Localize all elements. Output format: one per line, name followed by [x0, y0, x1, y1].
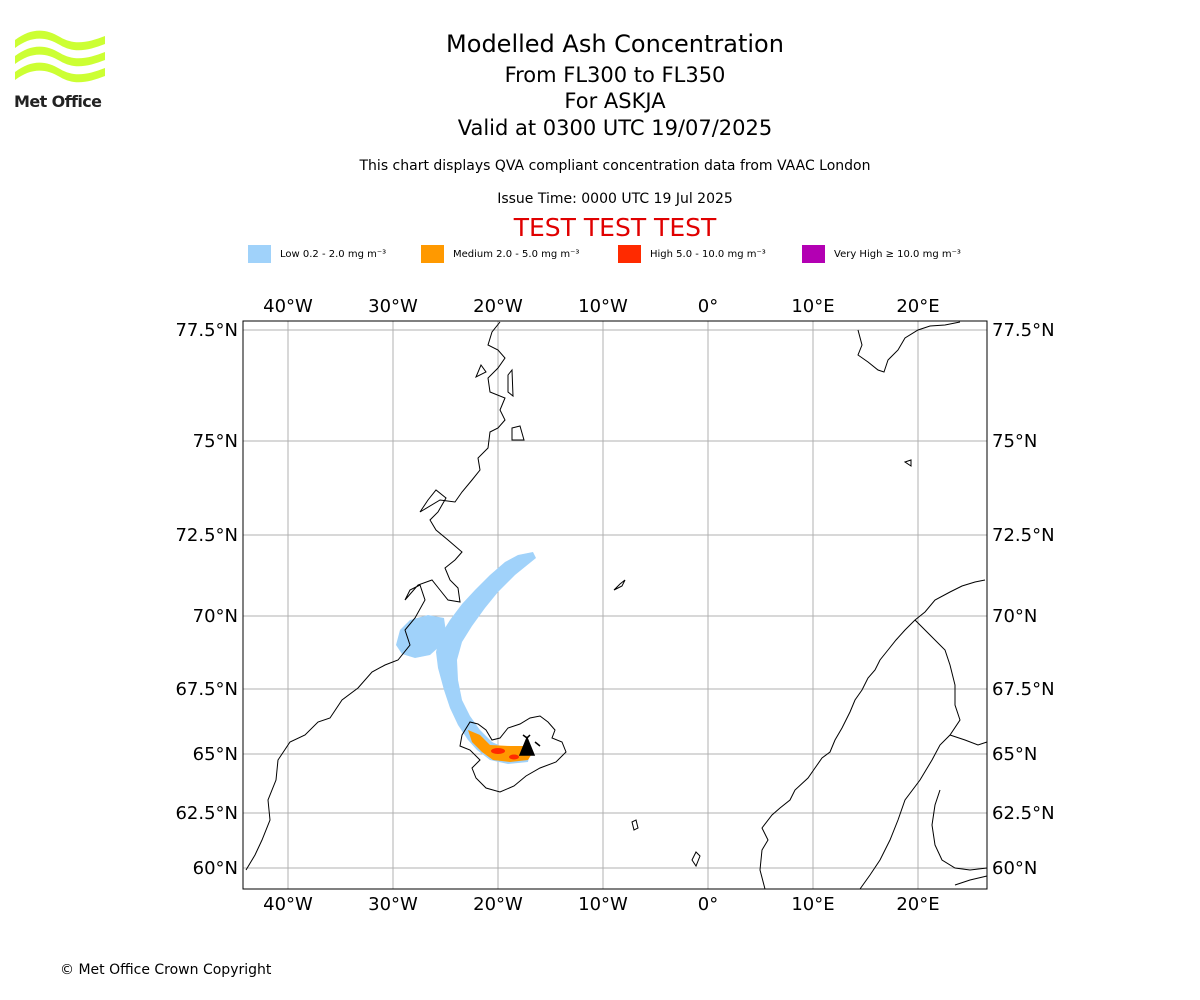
lat-label: 70°N — [193, 606, 238, 627]
qva-notice: This chart displays QVA compliant concen… — [359, 158, 871, 174]
lon-labels-top: 40°W 30°W 20°W 10°W 0° 10°E 20°E — [263, 296, 939, 317]
lon-label: 40°W — [263, 296, 313, 317]
legend-high-label: High 5.0 - 10.0 mg m⁻³ — [650, 248, 766, 260]
logo-wordmark: Met Office — [14, 92, 102, 111]
map-frame — [242, 320, 988, 890]
flight-level-range: From FL300 to FL350 — [504, 63, 726, 87]
issue-time: Issue Time: 0000 UTC 19 Jul 2025 — [497, 191, 733, 207]
lon-label: 20°E — [896, 296, 939, 317]
legend-high: High 5.0 - 10.0 mg m⁻³ — [618, 244, 766, 264]
legend-low-swatch — [248, 245, 271, 263]
lon-label: 20°E — [896, 894, 939, 915]
lat-label: 70°N — [992, 606, 1037, 627]
volcano-marker — [518, 734, 541, 756]
lat-label: 60°N — [992, 858, 1037, 879]
lon-label: 0° — [698, 296, 718, 317]
lat-label: 72.5°N — [992, 525, 1055, 546]
lon-label: 10°W — [578, 296, 628, 317]
lat-label: 65°N — [193, 744, 238, 765]
lat-label: 77.5°N — [175, 320, 238, 341]
iceland — [459, 715, 567, 793]
lon-label: 40°W — [263, 894, 313, 915]
legend-high-swatch — [618, 245, 641, 263]
lon-label: 20°W — [473, 296, 523, 317]
copyright-notice: © Met Office Crown Copyright — [60, 962, 272, 978]
lon-label: 10°E — [791, 894, 834, 915]
lat-label: 75°N — [992, 431, 1037, 452]
lat-labels-left: 77.5°N 75°N 72.5°N 70°N 67.5°N 65°N 62.5… — [175, 320, 238, 879]
lat-label: 75°N — [193, 431, 238, 452]
graticule — [243, 321, 987, 889]
lat-labels-right: 77.5°N 75°N 72.5°N 70°N 67.5°N 65°N 62.5… — [992, 320, 1055, 879]
lat-label: 67.5°N — [175, 679, 238, 700]
legend-very-high-label: Very High ≥ 10.0 mg m⁻³ — [834, 248, 961, 260]
met-office-logo — [15, 30, 105, 83]
lat-label: 62.5°N — [992, 803, 1055, 824]
lat-label: 65°N — [992, 744, 1037, 765]
coastlines — [245, 321, 988, 890]
legend-medium-swatch — [421, 245, 444, 263]
volcano-name: For ASKJA — [564, 89, 666, 113]
legend-medium-label: Medium 2.0 - 5.0 mg m⁻³ — [453, 248, 580, 260]
lat-label: 77.5°N — [992, 320, 1055, 341]
lat-label: 72.5°N — [175, 525, 238, 546]
chart-title: Modelled Ash Concentration — [446, 30, 784, 58]
lat-label: 62.5°N — [175, 803, 238, 824]
lon-label: 10°W — [578, 894, 628, 915]
valid-time: Valid at 0300 UTC 19/07/2025 — [457, 116, 773, 140]
lon-label: 20°W — [473, 894, 523, 915]
lon-label: 30°W — [368, 296, 418, 317]
lon-label: 10°E — [791, 296, 834, 317]
lat-label: 60°N — [193, 858, 238, 879]
legend-very-high: Very High ≥ 10.0 mg m⁻³ — [802, 244, 961, 264]
legend-very-high-swatch — [802, 245, 825, 263]
legend-low: Low 0.2 - 2.0 mg m⁻³ — [248, 244, 386, 264]
lat-label: 67.5°N — [992, 679, 1055, 700]
lon-label: 30°W — [368, 894, 418, 915]
legend-medium: Medium 2.0 - 5.0 mg m⁻³ — [421, 244, 579, 264]
test-banner: TEST TEST TEST — [513, 213, 717, 242]
ash-plume-low — [396, 552, 536, 764]
legend-low-label: Low 0.2 - 2.0 mg m⁻³ — [280, 248, 387, 260]
ash-plume-medium — [468, 730, 533, 762]
lon-labels-bottom: 40°W 30°W 20°W 10°W 0° 10°E 20°E — [263, 894, 939, 915]
lon-label: 0° — [698, 894, 718, 915]
